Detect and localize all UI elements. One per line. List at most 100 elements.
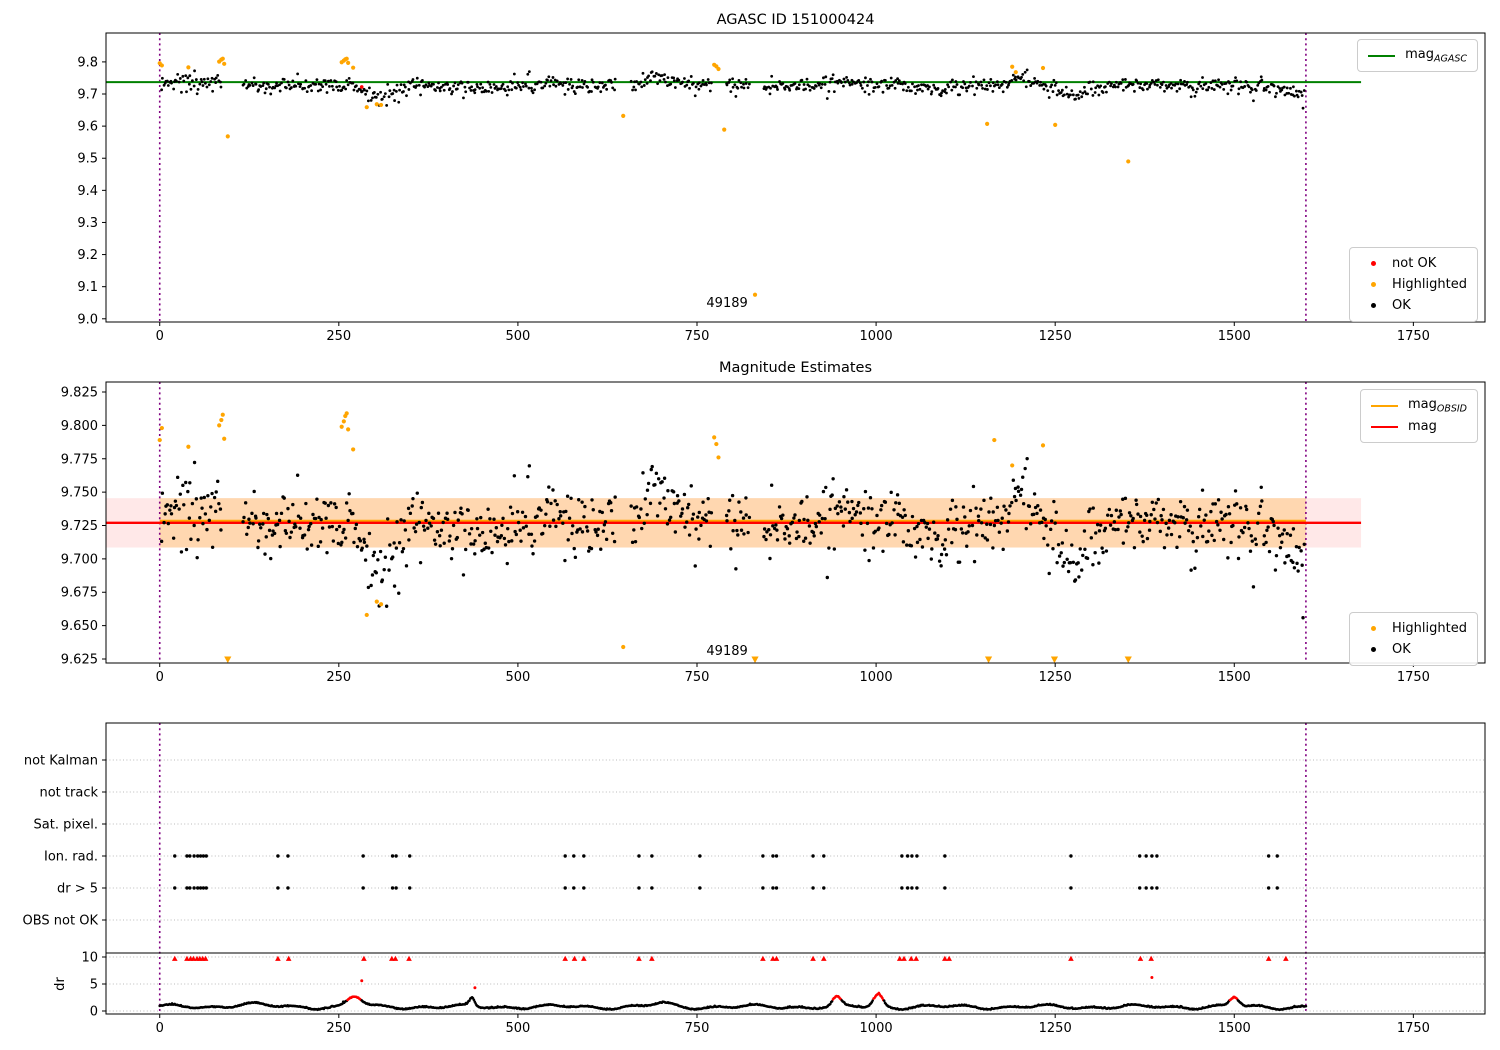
svg-text:250: 250 bbox=[326, 329, 351, 344]
svg-text:1500: 1500 bbox=[1218, 670, 1251, 685]
svg-text:0: 0 bbox=[156, 670, 164, 685]
legend-mag-agasc-swatch-0 bbox=[1368, 54, 1396, 57]
middle-plot-axes: 0 250 500 750 1000 1250 1500 1750 9.625 9.650 9.67… bbox=[61, 381, 1486, 685]
svg-text:9.625: 9.625 bbox=[61, 652, 98, 667]
svg-text:500: 500 bbox=[505, 670, 530, 685]
legend-mag-agasc-label-0: magAGASC bbox=[1405, 46, 1467, 65]
legend-top-markers: not OK Highlighted OK bbox=[1349, 247, 1478, 322]
svg-text:dr > 5: dr > 5 bbox=[57, 882, 98, 897]
svg-text:0: 0 bbox=[90, 1005, 98, 1020]
middle-plot-clipped-markers bbox=[224, 656, 1132, 664]
svg-text:9.7: 9.7 bbox=[77, 88, 98, 103]
svg-text:9.800: 9.800 bbox=[61, 419, 98, 434]
svg-text:dr: dr bbox=[53, 977, 68, 991]
svg-text:OBS not OK: OBS not OK bbox=[23, 914, 99, 929]
svg-text:9.750: 9.750 bbox=[61, 486, 98, 501]
svg-text:49189: 49189 bbox=[706, 644, 747, 659]
middle-plot-highlighted-points bbox=[157, 411, 1046, 650]
legend-middle-markers-item-0: Highlighted bbox=[1360, 618, 1467, 639]
legend-middle-markers-swatch-0 bbox=[1371, 626, 1377, 631]
legend-middle-markers: Highlighted OK bbox=[1349, 612, 1478, 666]
bottom-plot-dr-series bbox=[158, 991, 1308, 1012]
legend-mag-lines-swatch-1 bbox=[1370, 425, 1398, 428]
legend-top-markers-label-2: OK bbox=[1392, 298, 1411, 313]
legend-top-markers-item-0: not OK bbox=[1360, 253, 1467, 274]
svg-text:1250: 1250 bbox=[1039, 670, 1072, 685]
svg-text:9.700: 9.700 bbox=[61, 552, 98, 567]
svg-text:1500: 1500 bbox=[1218, 1021, 1251, 1036]
svg-text:Sat. pixel.: Sat. pixel. bbox=[34, 818, 98, 833]
svg-text:500: 500 bbox=[505, 329, 530, 344]
svg-text:1750: 1750 bbox=[1397, 329, 1430, 344]
legend-middle-markers-swatch-1 bbox=[1371, 647, 1377, 652]
svg-text:750: 750 bbox=[685, 1021, 710, 1036]
svg-text:10: 10 bbox=[81, 951, 98, 966]
top-plot-annotation: 49189 bbox=[706, 296, 747, 311]
top-plot-highlighted-points bbox=[157, 56, 1131, 297]
svg-text:1750: 1750 bbox=[1397, 670, 1430, 685]
svg-text:750: 750 bbox=[685, 670, 710, 685]
bottom-plot bbox=[106, 723, 1485, 1014]
legend-mag-lines-label-0: magOBSID bbox=[1407, 396, 1467, 415]
svg-text:500: 500 bbox=[505, 1021, 530, 1036]
svg-text:1000: 1000 bbox=[860, 329, 893, 344]
svg-text:0: 0 bbox=[156, 329, 164, 344]
bottom-plot-gridlines bbox=[106, 759, 1485, 1012]
legend-mag-lines: magOBSID mag bbox=[1359, 389, 1478, 443]
legend-middle-markers-label-0: Highlighted bbox=[1392, 621, 1467, 636]
svg-text:250: 250 bbox=[326, 670, 351, 685]
legend-mag-lines-label-1: mag bbox=[1407, 419, 1437, 434]
svg-text:1250: 1250 bbox=[1039, 1021, 1072, 1036]
top-plot-not-ok-points bbox=[359, 85, 364, 89]
svg-text:1000: 1000 bbox=[860, 1021, 893, 1036]
svg-text:not Kalman: not Kalman bbox=[24, 754, 98, 769]
svg-text:9.4: 9.4 bbox=[77, 184, 98, 199]
svg-text:not track: not track bbox=[39, 786, 98, 801]
svg-text:1500: 1500 bbox=[1218, 329, 1251, 344]
legend-top-markers-item-1: Highlighted bbox=[1360, 274, 1467, 295]
svg-text:49189: 49189 bbox=[706, 296, 747, 311]
top-plot-title: AGASC ID 151000424 bbox=[716, 12, 875, 28]
bottom-plot-flag-points bbox=[173, 854, 1279, 890]
svg-text:1250: 1250 bbox=[1039, 329, 1072, 344]
svg-text:750: 750 bbox=[685, 329, 710, 344]
svg-text:9.1: 9.1 bbox=[77, 280, 98, 295]
legend-top-markers-swatch-2 bbox=[1371, 303, 1377, 308]
svg-text:9.825: 9.825 bbox=[61, 386, 98, 401]
svg-text:250: 250 bbox=[326, 1021, 351, 1036]
middle-plot-annotation: 49189 bbox=[706, 644, 747, 659]
legend-top-markers-swatch-1 bbox=[1371, 282, 1377, 287]
svg-text:9.775: 9.775 bbox=[61, 452, 98, 467]
svg-text:9.650: 9.650 bbox=[61, 619, 98, 634]
top-plot-ok-points bbox=[160, 68, 1306, 110]
legend-top-markers-swatch-0 bbox=[1371, 261, 1377, 266]
legend-top-markers-item-2: OK bbox=[1360, 295, 1467, 316]
legend-mag-agasc-item-0: magAGASC bbox=[1368, 45, 1467, 66]
bottom-plot-dr-red-markers bbox=[171, 955, 1289, 990]
svg-text:9.675: 9.675 bbox=[61, 586, 98, 601]
middle-plot-ok-points bbox=[159, 456, 1306, 620]
legend-middle-markers-label-1: OK bbox=[1392, 642, 1411, 657]
svg-text:9.6: 9.6 bbox=[77, 120, 98, 135]
svg-text:9.0: 9.0 bbox=[77, 312, 98, 327]
svg-text:5: 5 bbox=[90, 978, 98, 993]
legend-mag-lines-item-1: mag bbox=[1370, 416, 1467, 437]
svg-text:9.2: 9.2 bbox=[77, 248, 98, 263]
top-plot-axes: 0 250 500 750 1000 1250 1500 1750 9.0 9.1 9.2 9.3 9.… bbox=[77, 32, 1486, 344]
legend-mag-agasc: magAGASC bbox=[1357, 39, 1478, 72]
top-plot bbox=[106, 33, 1362, 322]
legend-middle-markers-item-1: OK bbox=[1360, 639, 1467, 660]
legend-mag-lines-swatch-0 bbox=[1370, 404, 1398, 407]
middle-plot-title: Magnitude Estimates bbox=[718, 360, 873, 376]
svg-text:9.5: 9.5 bbox=[77, 152, 98, 167]
svg-text:9.725: 9.725 bbox=[61, 519, 98, 534]
svg-text:9.3: 9.3 bbox=[77, 216, 98, 231]
legend-top-markers-label-1: Highlighted bbox=[1392, 277, 1467, 292]
legend-mag-lines-item-0: magOBSID bbox=[1370, 395, 1467, 416]
svg-text:1000: 1000 bbox=[860, 670, 893, 685]
svg-text:1750: 1750 bbox=[1397, 1021, 1430, 1036]
legend-top-markers-label-0: not OK bbox=[1392, 256, 1437, 271]
svg-text:9.8: 9.8 bbox=[77, 55, 98, 70]
